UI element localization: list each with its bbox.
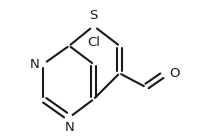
Text: S: S [89, 9, 98, 22]
Text: Cl: Cl [87, 36, 100, 49]
Text: O: O [169, 67, 180, 80]
Text: N: N [30, 58, 39, 71]
Text: N: N [64, 121, 74, 134]
